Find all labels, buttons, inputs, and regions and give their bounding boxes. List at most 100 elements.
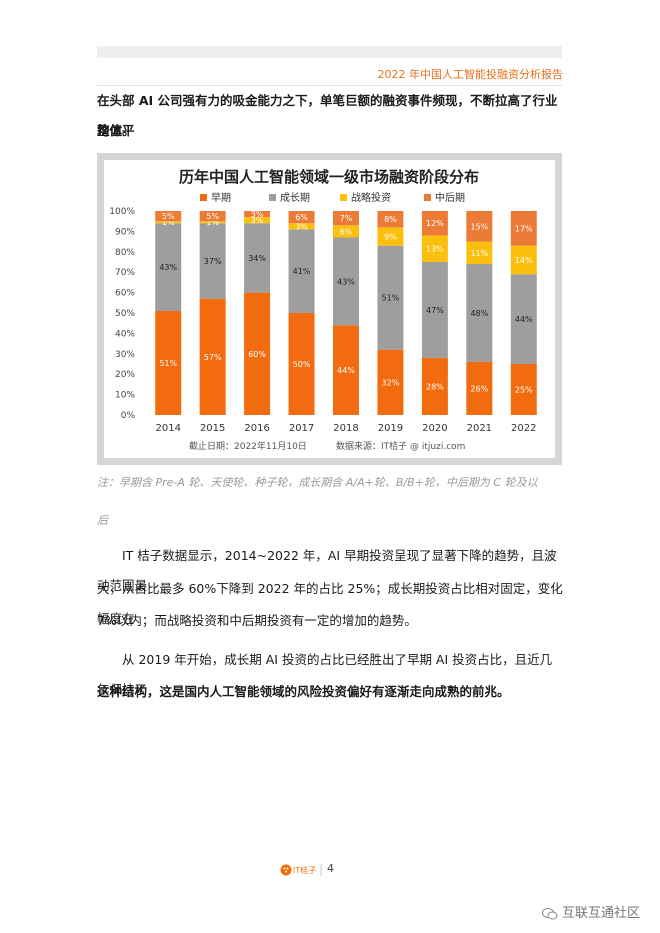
data-label-2016-s3: 3% (251, 216, 264, 225)
bar-2019-s4 (377, 211, 404, 228)
data-label-2019-s1: 32% (382, 378, 400, 387)
data-label-2019-s3: 9% (384, 233, 397, 242)
bar-2020-s1 (421, 357, 448, 415)
data-label-2020-s3: 13% (426, 245, 444, 254)
legend-swatch-1 (200, 194, 207, 201)
legend-label-3: 战略投资 (351, 191, 391, 204)
bar-2016-s1 (244, 292, 271, 415)
bar-2020-s3 (421, 235, 448, 262)
data-label-2020-s2: 47% (426, 306, 444, 315)
data-label-2021-s4: 15% (470, 222, 488, 231)
y-tick-label: 100% (109, 207, 135, 217)
bar-2015-s4 (199, 211, 226, 222)
data-label-2018-s3: 6% (340, 227, 353, 236)
top-bar (97, 46, 562, 58)
data-label-2017-s4: 6% (295, 213, 308, 222)
bar-2019-s1 (377, 349, 404, 415)
bar-2017-s4 (288, 211, 315, 224)
x-tick-label-2016: 2016 (244, 423, 269, 434)
body-p1-line-3: 7%以内；而战略投资和中后期投资有一定的增加的趋势。 (97, 613, 417, 628)
bar-2019-s3 (377, 227, 404, 246)
y-tick-label: 0% (121, 411, 136, 421)
itjuzi-logo: IT桔子 (280, 862, 322, 876)
bar-2015-s3 (199, 221, 226, 224)
bar-2017-s2 (288, 229, 315, 313)
bar-2021-s1 (466, 361, 493, 415)
chart-footnote-date: 截止日期：2022年11月10日 (189, 440, 307, 452)
x-tick-label-2022: 2022 (511, 423, 536, 434)
bar-2015-s2 (199, 223, 226, 299)
bar-2020-s4 (421, 211, 448, 236)
data-label-2017-s1: 50% (293, 360, 311, 369)
data-label-2016-s4: 3% (251, 210, 264, 219)
chart-title: 历年中国人工智能领域一级市场融资阶段分布 (179, 168, 479, 186)
page-number: 4 (327, 862, 334, 875)
legend-swatch-2 (269, 194, 276, 201)
header-divider (97, 85, 562, 86)
data-label-2014-s3: 1% (162, 218, 175, 227)
data-label-2016-s1: 60% (248, 350, 266, 359)
bar-2021-s2 (466, 264, 493, 362)
y-tick-label: 90% (115, 227, 135, 237)
data-label-2017-s3: 3% (295, 222, 308, 231)
bar-2022-s1 (510, 364, 537, 415)
legend-swatch-4 (424, 194, 431, 201)
legend-swatch-3 (340, 194, 347, 201)
bar-2022-s2 (510, 274, 537, 364)
data-label-2020-s1: 28% (426, 382, 444, 391)
bar-2021-s3 (466, 241, 493, 265)
y-tick-label: 10% (115, 391, 135, 401)
bar-2016-s2 (244, 223, 271, 293)
y-tick-label: 30% (115, 350, 135, 360)
data-label-2016-s2: 34% (248, 254, 266, 263)
data-label-2020-s4: 12% (426, 219, 444, 228)
x-tick-label-2019: 2019 (378, 423, 403, 434)
x-tick-label-2020: 2020 (422, 423, 447, 434)
bar-2022-s4 (510, 211, 537, 246)
chart-footnote-source: 数据来源：IT桔子 @ itjuzi.com (336, 440, 465, 452)
body-p1-line-1: IT 桔子数据显示，2014~2022 年，AI 早期投资呈现了显著下降的趋势，… (97, 548, 557, 593)
watermark: 互联互通社区 (541, 902, 640, 921)
watermark-text: 互联互通社区 (561, 906, 640, 921)
body-p2-line-2: 这种结构，这是国内人工智能领域的风险投资偏好有逐渐走向成熟的前兆。 (97, 684, 510, 699)
data-label-2015-s3: 1% (206, 218, 219, 227)
x-tick-label-2018: 2018 (333, 423, 358, 434)
bar-2014-s4 (155, 211, 182, 222)
body-p1-line-2: 大，从占比最多 60%下降到 2022 年的占比 25%；成长期投资占比相对固定… (97, 581, 563, 626)
bar-2018-s4 (333, 211, 359, 226)
y-tick-label: 40% (115, 329, 135, 339)
bar-2022-s3 (510, 245, 537, 275)
data-label-2021-s3: 11% (470, 249, 488, 258)
y-tick-label: 20% (115, 370, 135, 380)
chart-note-line-1: 注：早期含 Pre-A 轮、天使轮、种子轮，成长期含 A/A+轮、B/B+轮，中… (97, 476, 538, 489)
data-label-2018-s4: 7% (340, 214, 353, 223)
bar-2017-s1 (288, 313, 315, 415)
intro-line-2: 均值。 (97, 123, 135, 138)
bar-2018-s3 (333, 225, 359, 238)
y-tick-label: 80% (115, 248, 135, 258)
data-label-2018-s2: 43% (337, 277, 355, 286)
x-tick-label-2014: 2014 (155, 423, 180, 434)
legend-label-2: 成长期 (280, 192, 310, 204)
data-label-2018-s1: 44% (337, 366, 355, 375)
data-label-2022-s4: 17% (515, 224, 533, 233)
y-tick-label: 70% (115, 268, 135, 278)
bar-2017-s3 (288, 223, 315, 230)
chart-panel: 历年中国人工智能领域一级市场融资阶段分布 早期 成长期 战略投资 中后期 0% 10% 20%… (104, 160, 555, 458)
data-label-2019-s4: 8% (384, 215, 397, 224)
bar-2020-s2 (421, 262, 448, 358)
data-label-2014-s1: 51% (159, 359, 177, 368)
data-label-2015-s1: 57% (204, 353, 222, 362)
bar-2014-s2 (155, 223, 182, 311)
data-label-2021-s1: 26% (470, 384, 488, 393)
bar-2016-s3 (244, 217, 271, 224)
bar-2018-s2 (333, 237, 359, 326)
report-title: 2022 年中国人工智能投融资分析报告 (377, 68, 564, 81)
bar-2016-s4 (244, 211, 271, 218)
bar-2021-s4 (466, 211, 493, 242)
bar-2014-s3 (155, 221, 182, 224)
data-label-2021-s2: 48% (470, 309, 488, 318)
data-label-2022-s1: 25% (515, 386, 533, 395)
legend-label-1: 早期 (211, 192, 231, 204)
